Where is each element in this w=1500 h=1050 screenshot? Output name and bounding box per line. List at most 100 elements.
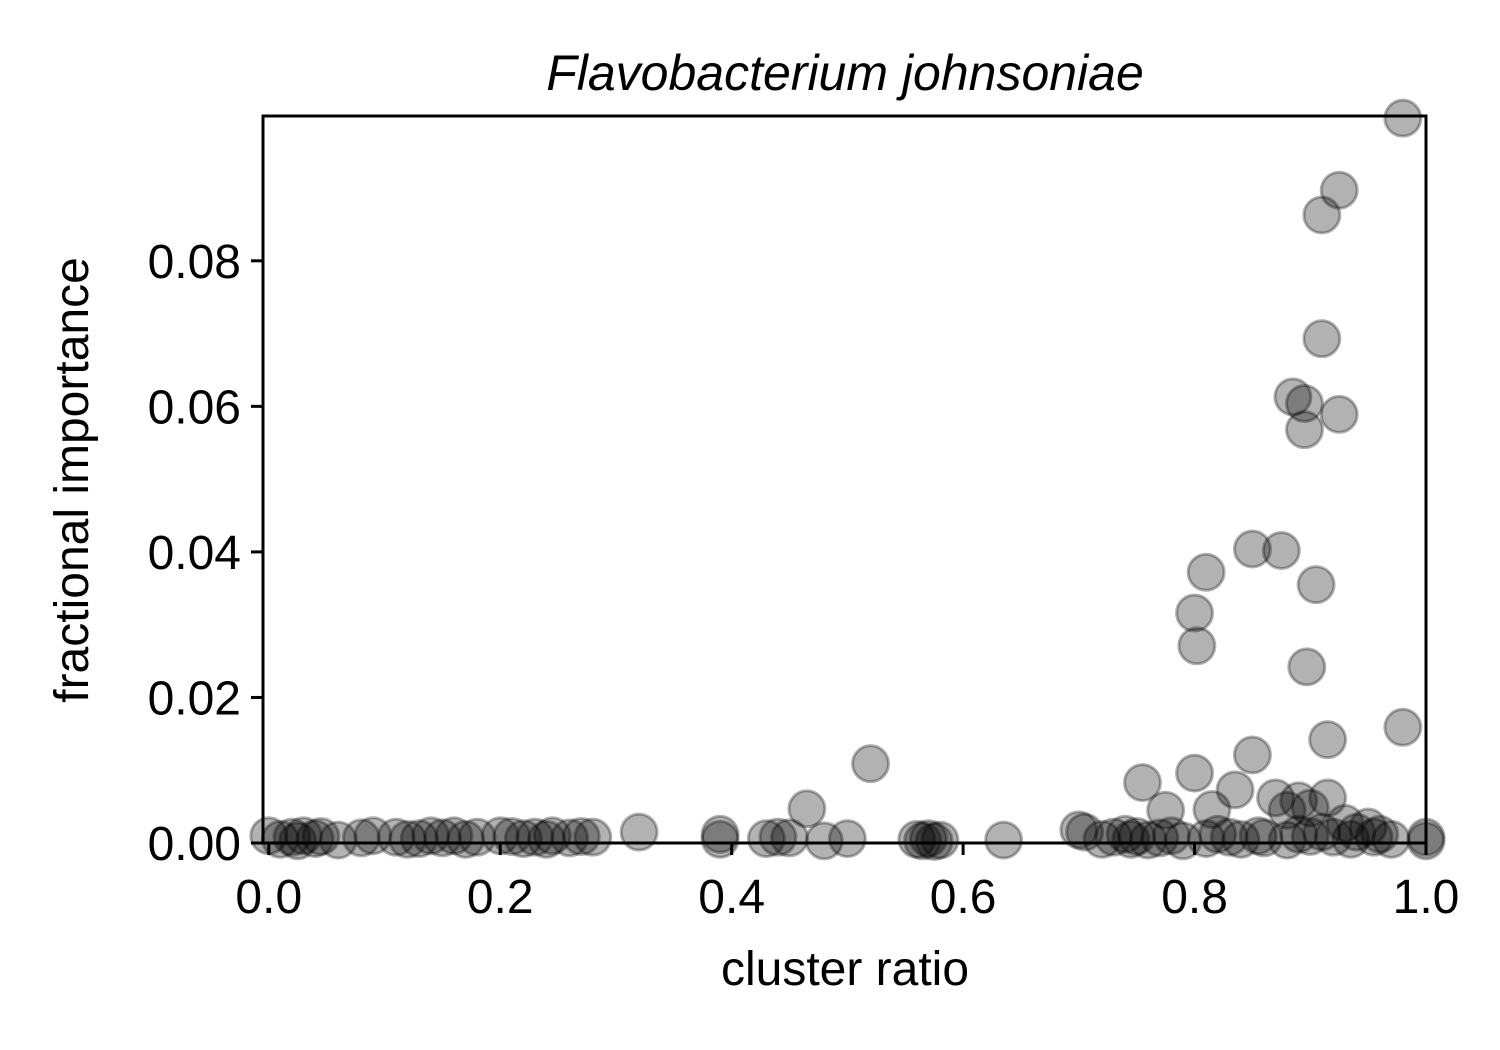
data-point: [422, 818, 462, 858]
data-point: [1308, 778, 1348, 818]
data-point: [851, 744, 891, 784]
data-point: [1177, 626, 1217, 666]
x-tick-label: 0.6: [930, 871, 997, 924]
data-point: [399, 819, 439, 859]
data-point: [515, 817, 555, 857]
data-point: [1111, 819, 1151, 859]
data-point: [1319, 394, 1359, 434]
data-point: [457, 817, 497, 857]
data-point: [619, 812, 659, 852]
y-tick-label: 0.02: [148, 672, 241, 725]
data-point: [804, 821, 844, 861]
data-point: [295, 819, 335, 859]
y-tick-label: 0.08: [148, 236, 241, 289]
data-point: [318, 820, 358, 860]
data-point: [1238, 816, 1278, 856]
data-point: [272, 817, 312, 857]
data-point: [1331, 819, 1371, 859]
data-point: [1256, 778, 1296, 818]
data-point: [1209, 817, 1249, 857]
data-point: [1140, 818, 1180, 858]
y-axis-ticks: 0.00 0.02 0.04 0.06 0.08: [148, 236, 263, 871]
data-point: [1122, 763, 1162, 803]
y-tick-label: 0.04: [148, 527, 241, 580]
data-point: [984, 820, 1024, 860]
data-points: [249, 98, 1446, 862]
data-point: [1273, 377, 1313, 417]
data-point: [1244, 818, 1284, 858]
data-point: [700, 819, 740, 859]
data-point: [1319, 170, 1359, 210]
data-point: [1151, 816, 1191, 856]
data-point: [388, 819, 428, 859]
x-tick-label: 0.2: [467, 871, 534, 924]
data-point: [1192, 790, 1232, 830]
data-point: [376, 817, 416, 857]
data-point: [341, 818, 381, 858]
data-point: [434, 816, 474, 856]
data-point: [758, 817, 798, 857]
data-point: [1284, 410, 1324, 450]
data-point: [1059, 810, 1099, 850]
data-point: [1371, 819, 1411, 859]
data-point: [787, 789, 827, 829]
y-tick-label: 0.06: [148, 381, 241, 434]
data-point: [1284, 383, 1324, 423]
data-point: [1313, 817, 1353, 857]
data-point: [1221, 819, 1261, 859]
data-point: [1302, 812, 1342, 852]
data-point: [1128, 820, 1168, 860]
data-point: [1094, 817, 1134, 857]
x-tick-label: 0.0: [235, 871, 302, 924]
data-point: [527, 819, 567, 859]
data-point: [1290, 788, 1330, 828]
data-point: [353, 816, 393, 856]
plot-area-frame: [261, 114, 1428, 845]
chart-title: Flavobacterium johnsoniae: [546, 45, 1144, 101]
data-point: [770, 818, 810, 858]
data-point: [278, 821, 318, 861]
data-point: [532, 816, 572, 856]
x-tick-label: 0.8: [1161, 871, 1228, 924]
data-point: [746, 819, 786, 859]
data-point: [573, 817, 613, 857]
data-point: [1325, 803, 1365, 843]
x-tick-label: 1.0: [1393, 871, 1460, 924]
data-point: [1082, 819, 1122, 859]
data-point: [1308, 720, 1348, 760]
data-point: [1146, 790, 1186, 830]
data-point: [1186, 819, 1226, 859]
data-point: [1302, 319, 1342, 359]
data-point: [1383, 707, 1423, 747]
y-tick-label: 0.00: [148, 818, 241, 871]
data-point: [1348, 807, 1388, 847]
data-point: [1337, 812, 1377, 852]
data-point: [446, 819, 486, 859]
data-point: [284, 816, 324, 856]
data-point: [1175, 593, 1215, 633]
data-point: [503, 819, 543, 859]
x-tick-label: 0.4: [698, 871, 765, 924]
data-point: [1117, 816, 1157, 856]
data-point: [1290, 816, 1330, 856]
data-point: [920, 820, 960, 860]
data-point: [827, 819, 867, 859]
data-point: [1267, 820, 1307, 860]
data-point: [1383, 98, 1423, 138]
data-point: [1215, 770, 1255, 810]
data-point: [492, 816, 532, 856]
x-axis-ticks: 0.0 0.2 0.4 0.6 0.8 1.0: [235, 843, 1459, 924]
x-axis-label: cluster ratio: [721, 943, 969, 996]
data-point: [1175, 753, 1215, 793]
data-point: [1302, 195, 1342, 235]
data-point: [1065, 812, 1105, 852]
data-point: [411, 816, 451, 856]
data-point: [1163, 821, 1203, 861]
data-point: [1287, 647, 1327, 687]
data-point: [903, 821, 943, 861]
data-point: [1354, 817, 1394, 857]
data-point: [561, 816, 601, 856]
data-point: [1296, 565, 1336, 605]
y-axis-label: fractional importance: [46, 257, 99, 703]
